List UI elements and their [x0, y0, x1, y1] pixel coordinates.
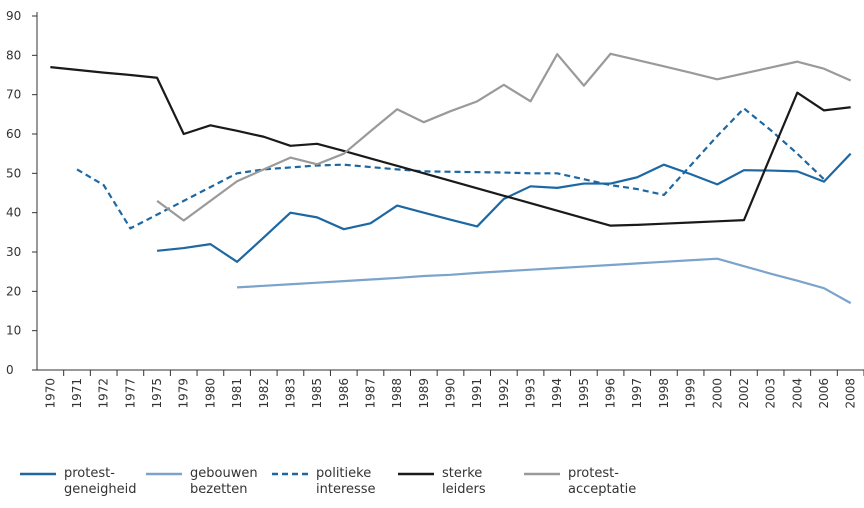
y-tick-label: 50 [6, 166, 21, 180]
legend-swatch [20, 472, 56, 476]
series-line [237, 257, 852, 305]
legend-swatch [398, 472, 434, 476]
y-tick-label: 60 [6, 127, 21, 141]
legend-item: protest-geneigheid [20, 466, 137, 498]
legend-swatch [524, 472, 560, 476]
x-tick-label: 1989 [417, 378, 431, 409]
y-tick-label: 30 [6, 245, 21, 259]
legend-item: sterke leiders [398, 466, 512, 498]
x-tick-label: 1997 [630, 378, 644, 409]
legend-label: gebouwen bezetten [190, 466, 258, 497]
x-tick-label: 1996 [604, 378, 618, 409]
x-tick-label: 1992 [497, 378, 511, 409]
y-tick-label: 0 [6, 363, 14, 377]
plot: 0 10 20 30 40 50 60 70 80 90 1970 1971 1972 1977 1975 1… [6, 9, 864, 409]
y-tick-label: 20 [6, 284, 21, 298]
x-tick-label: 1993 [524, 378, 538, 409]
series-line [156, 152, 852, 263]
legend-label: sterke leiders [442, 466, 486, 497]
x-tick-label: 1981 [230, 378, 244, 409]
x-tick-label: 1990 [444, 378, 458, 409]
x-tick-label: 2000 [710, 378, 724, 409]
x-tick-label: 2002 [737, 378, 751, 409]
x-tick-label: 1995 [577, 378, 591, 409]
x-tick-label: 1970 [43, 378, 57, 409]
y-tick-label: 10 [6, 324, 21, 338]
x-tick-label: 1982 [257, 378, 271, 409]
x-tick-label: 2003 [764, 378, 778, 409]
x-tick-label: 1980 [203, 378, 217, 409]
x-tick-label: 1986 [337, 378, 351, 409]
x-tick-label: 1971 [70, 378, 84, 409]
x-tick-label: 1979 [177, 378, 191, 409]
x-tick-label: 1994 [550, 378, 564, 409]
x-tick-label: 1999 [684, 378, 698, 409]
x-tick-label: 1983 [283, 378, 297, 409]
x-tick-label: 1975 [150, 378, 164, 409]
series-line [156, 52, 852, 222]
y-tick-label: 70 [6, 88, 21, 102]
x-tick-label: 1988 [390, 378, 404, 409]
x-tick-label: 2004 [790, 378, 804, 409]
x-tick-label: 2006 [817, 378, 831, 409]
x-tick-label: 1991 [470, 378, 484, 409]
series-line [50, 66, 851, 227]
legend-label: protest-acceptatie [568, 466, 637, 497]
legend-label: protest-geneigheid [64, 466, 137, 497]
x-tick-label: 1987 [363, 378, 377, 409]
legend-label: politieke interesse [316, 466, 376, 497]
y-tick-label: 40 [6, 206, 21, 220]
legend-item: politieke interesse [272, 466, 386, 498]
y-tick-label: 80 [6, 48, 21, 62]
legend-swatch [272, 472, 308, 476]
legend: protest-geneigheid gebouwen bezetten polit… [20, 466, 650, 498]
x-tick-label: 1985 [310, 378, 324, 409]
x-tick-label: 1977 [123, 378, 137, 409]
x-tick-label: 1972 [97, 378, 111, 409]
x-tick-label: 1998 [657, 378, 671, 409]
series-line [76, 107, 825, 230]
x-tick-label: 2008 [844, 378, 858, 409]
legend-item: gebouwen bezetten [146, 466, 260, 498]
legend-swatch [146, 472, 182, 476]
legend-item: protest-acceptatie [524, 466, 638, 498]
y-tick-label: 90 [6, 9, 21, 23]
